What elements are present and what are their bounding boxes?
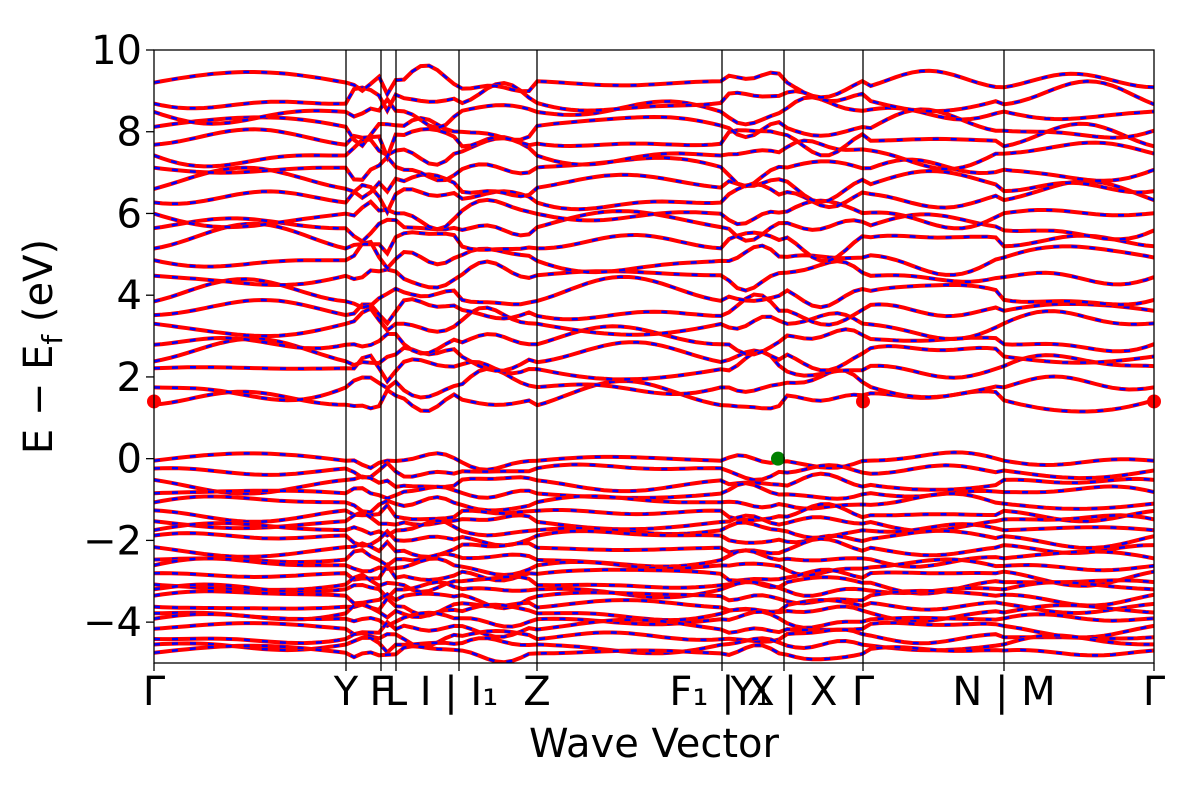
x-tick-label: Y₁ | X [730,669,838,715]
band-spin-down [154,548,1154,569]
band-spin-down [154,596,1154,617]
band-spin-down [154,222,1154,263]
vbm-marker [771,451,785,466]
band-spin-down [154,573,1154,595]
y-axis: −4 −2 0 2 4 6 8 10 [83,28,154,646]
band-spin-up [154,292,1154,327]
band-spin-down [154,275,1154,309]
band-spin-down [154,492,1154,514]
x-tick-label: Y [333,669,359,715]
band-spin-up [154,197,1154,232]
bands-layer [154,63,1154,663]
band-spin-down [154,537,1154,559]
band-spin-down [154,306,1154,341]
y-tick-label: 10 [91,28,142,74]
band-spin-up [154,136,1154,172]
band-spin-down [154,122,1154,161]
band-spin-down [154,529,1154,550]
band-spin-down [154,64,1154,99]
band-spin-down [154,519,1154,539]
band-spin-down [154,628,1154,649]
x-tick-label: N | M [952,669,1055,715]
x-tick-label: Γ [1143,669,1166,715]
y-tick-label: 2 [117,355,142,401]
band-spin-down [154,337,1154,373]
band-spin-down [154,451,1154,471]
band-spin-down [154,481,1154,501]
band-spin-down [154,618,1154,639]
band-spin-down [154,580,1154,600]
x-tick-label: Z [523,669,550,715]
band-spin-down [154,461,1154,482]
band-spin-down [154,349,1154,384]
band-spin-down [154,367,1154,402]
y-tick-label: 0 [117,437,142,483]
y-axis-label: E − Ef (eV) [16,239,69,454]
y-tick-label: 8 [117,110,142,156]
kpoint-lines [345,50,1005,663]
band-spin-down [154,510,1154,533]
band-spin-up [154,378,1154,414]
x-tick-label: F [369,669,392,715]
x-tick-label: Γ [852,669,875,715]
plot-frame [153,49,1155,664]
x-axis-label: Wave Vector [529,721,780,767]
band-spin-down [154,610,1154,630]
band-spin-down [154,557,1154,577]
x-tick-label: L [385,669,408,715]
band-spin-down [154,563,1154,588]
x-tick-label: I | I₁ [420,669,499,715]
y-tick-label: 4 [117,273,142,319]
band-spin-up [154,95,1154,131]
band-spin-down [154,240,1154,277]
band-spin-up [154,501,1154,524]
band-spin-down [154,643,1154,663]
band-spin-up [154,165,1154,205]
x-tick-label: F₁ | X [669,669,774,715]
y-tick-label: 6 [117,191,142,237]
band-spin-down [154,155,1154,188]
band-spin-down [154,589,1154,610]
x-axis: Γ Y FL I | I₁ Z F₁ | XY₁ | X Γ N | M Γ [143,663,1166,715]
y-tick-label: −2 [83,518,142,564]
band-spin-down [154,108,1154,148]
x-tick-label: Γ [143,669,166,715]
band-spin-down [154,179,1154,215]
band-spin-down [154,472,1154,495]
band-spin-down [154,80,1154,114]
band-spin-down [154,259,1154,292]
y-tick-label: −4 [83,600,142,646]
